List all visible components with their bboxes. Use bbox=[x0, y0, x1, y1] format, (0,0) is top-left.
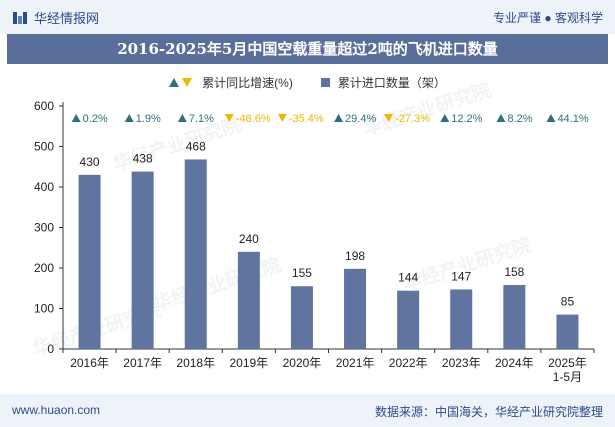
growth-label: 1.9% bbox=[136, 113, 161, 125]
growth-up-marker bbox=[177, 114, 187, 122]
bar bbox=[290, 286, 313, 349]
growth-label: 7.1% bbox=[189, 113, 214, 125]
bar bbox=[237, 251, 260, 349]
y-tick-label: 200 bbox=[34, 261, 54, 275]
x-tick-label-line: 2023年 bbox=[442, 356, 481, 370]
growth-up-marker bbox=[124, 114, 134, 122]
growth-label: 8.2% bbox=[507, 113, 532, 125]
bar-value-label: 468 bbox=[186, 139, 206, 153]
growth-label: -27.3% bbox=[395, 113, 430, 125]
growth-up-marker bbox=[440, 114, 450, 122]
x-tick-label: 2017年 bbox=[123, 356, 162, 370]
bar-value-label: 198 bbox=[345, 249, 365, 263]
legend-growth-label: 累计同比增速(%) bbox=[202, 76, 293, 90]
growth-down-marker bbox=[277, 114, 287, 122]
legend-growth[interactable]: 累计同比增速(%) bbox=[169, 74, 293, 91]
brand-name: 华经情报网 bbox=[34, 11, 100, 26]
bar bbox=[397, 290, 420, 349]
bar-swatch-icon bbox=[320, 78, 330, 87]
x-tick-label-line: 2016年 bbox=[70, 356, 109, 370]
chart-title: 2016-2025年5月中国空载重量超过2吨的飞机进口数量 bbox=[7, 34, 608, 64]
growth-up-marker bbox=[496, 114, 506, 122]
x-tick-label: 2025年 1-5月 bbox=[548, 356, 587, 384]
x-tick-label-line: 2022年 bbox=[389, 356, 428, 370]
bar-value-label: 144 bbox=[398, 271, 418, 285]
growth-label: 12.2% bbox=[451, 113, 482, 125]
x-tick-label: 2022年 bbox=[389, 356, 428, 370]
x-tick-label-line: 2018年 bbox=[176, 356, 215, 370]
slogan: 专业严谨 ● 客观科学 bbox=[493, 11, 603, 25]
x-tick-label-line: 2017年 bbox=[123, 356, 162, 370]
bar-value-label: 240 bbox=[239, 232, 259, 246]
top-bar: 华经情报网 专业严谨 ● 客观科学 bbox=[0, 0, 615, 34]
bar-value-label: 155 bbox=[292, 266, 312, 280]
brand[interactable]: 华经情报网 bbox=[12, 8, 99, 27]
x-tick-label: 2016年 bbox=[70, 356, 109, 370]
bar bbox=[78, 174, 101, 349]
up-triangle-icon bbox=[169, 78, 180, 87]
x-tick-label-line: 2021年 bbox=[336, 356, 375, 370]
bar-value-label: 438 bbox=[133, 152, 153, 166]
bar bbox=[450, 289, 473, 349]
x-tick-label-line: 2020年 bbox=[283, 356, 322, 370]
growth-label: -48.6% bbox=[236, 113, 271, 125]
x-tick-label-line: 2025年 bbox=[548, 356, 587, 370]
y-tick-label: 100 bbox=[34, 302, 54, 316]
bar-value-label: 85 bbox=[561, 295, 575, 309]
x-tick-label: 2023年 bbox=[442, 356, 481, 370]
bar bbox=[503, 285, 526, 349]
y-tick-label: 0 bbox=[47, 342, 54, 356]
growth-down-marker bbox=[384, 114, 394, 122]
x-tick-label: 2024年 bbox=[495, 356, 534, 370]
down-triangle-icon bbox=[182, 78, 193, 87]
brand-logo-icon bbox=[13, 11, 27, 24]
footer-source: 数据来源：中国海关，华经产业研究院整理 bbox=[374, 405, 603, 419]
bar bbox=[131, 171, 154, 349]
x-tick-label: 2018年 bbox=[176, 356, 215, 370]
x-tick-label-line: 1-5月 bbox=[553, 370, 582, 384]
growth-label: -35.4% bbox=[289, 113, 324, 125]
x-tick-label: 2020年 bbox=[283, 356, 322, 370]
growth-down-marker bbox=[224, 114, 234, 122]
x-tick-label: 2019年 bbox=[229, 356, 268, 370]
x-tick-label-line: 2019年 bbox=[229, 356, 268, 370]
growth-up-marker bbox=[546, 114, 556, 122]
growth-up-marker bbox=[334, 114, 344, 122]
bar-value-label: 147 bbox=[451, 269, 471, 283]
x-tick-label: 2021年 bbox=[336, 356, 375, 370]
legend: 累计同比增速(%) 累计进口数量（架） bbox=[0, 74, 615, 91]
legend-count-label: 累计进口数量（架） bbox=[337, 76, 446, 90]
x-tick-label-line: 2024年 bbox=[495, 356, 534, 370]
y-tick-label: 300 bbox=[34, 221, 54, 235]
footer: www.huaon.com 数据来源：中国海关，华经产业研究院整理 bbox=[0, 394, 615, 427]
y-tick-label: 500 bbox=[34, 140, 54, 154]
y-tick-label: 400 bbox=[34, 180, 54, 194]
bar bbox=[184, 159, 207, 349]
growth-label: 0.2% bbox=[83, 113, 108, 125]
growth-label: 29.4% bbox=[345, 113, 376, 125]
growth-label: 44.1% bbox=[557, 113, 588, 125]
bar bbox=[556, 314, 579, 349]
bar bbox=[344, 268, 367, 349]
bar-value-label: 158 bbox=[504, 265, 524, 279]
bar-value-label: 430 bbox=[80, 155, 100, 169]
legend-count[interactable]: 累计进口数量（架） bbox=[320, 74, 446, 91]
y-tick-label: 600 bbox=[34, 99, 54, 113]
footer-url[interactable]: www.huaon.com bbox=[12, 403, 101, 417]
growth-up-marker bbox=[71, 114, 81, 122]
